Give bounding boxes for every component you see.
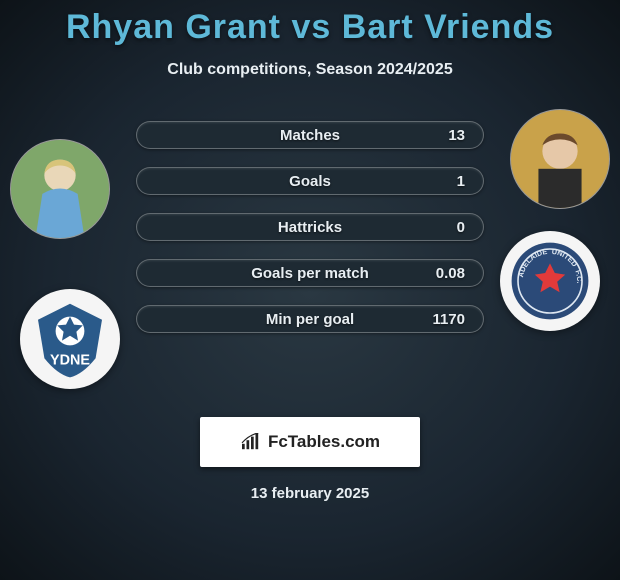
club-left-abbrev: YDNE bbox=[50, 353, 90, 369]
stat-label: Goals per match bbox=[251, 265, 369, 282]
subtitle: Club competitions, Season 2024/2025 bbox=[0, 61, 620, 79]
stat-row: Hattricks 0 bbox=[136, 213, 484, 241]
club-logo-right: ADELAIDE UNITED F.C. bbox=[500, 231, 600, 331]
stat-row: Matches 13 bbox=[136, 121, 484, 149]
player-left-placeholder bbox=[11, 140, 109, 238]
stat-label: Min per goal bbox=[266, 311, 354, 328]
player-photo-left bbox=[10, 139, 110, 239]
stat-row: Goals 1 bbox=[136, 167, 484, 195]
page-title: Rhyan Grant vs Bart Vriends bbox=[0, 0, 620, 47]
branding-box: FcTables.com bbox=[200, 417, 420, 467]
stat-row: Min per goal 1170 bbox=[136, 305, 484, 333]
stat-value: 1 bbox=[457, 173, 465, 190]
stat-label: Goals bbox=[289, 173, 331, 190]
stat-label: Hattricks bbox=[278, 219, 342, 236]
fctables-chart-icon bbox=[240, 433, 262, 451]
club-left-badge: YDNE bbox=[30, 299, 110, 379]
player-right-placeholder bbox=[511, 110, 609, 208]
stat-value: 13 bbox=[448, 127, 465, 144]
branding-text: FcTables.com bbox=[268, 432, 380, 452]
stat-value: 0.08 bbox=[436, 265, 465, 282]
stat-row: Goals per match 0.08 bbox=[136, 259, 484, 287]
date-text: 13 february 2025 bbox=[0, 485, 620, 502]
stat-label: Matches bbox=[280, 127, 340, 144]
stat-value: 0 bbox=[457, 219, 465, 236]
stats-list: Matches 13 Goals 1 Hattricks 0 Goals per… bbox=[136, 121, 484, 351]
club-logo-left: YDNE bbox=[20, 289, 120, 389]
player-photo-right bbox=[510, 109, 610, 209]
stat-value: 1170 bbox=[432, 311, 465, 328]
comparison-area: YDNE ADELAIDE UNITED F.C. Matches 13 Goa… bbox=[0, 117, 620, 377]
club-right-badge: ADELAIDE UNITED F.C. bbox=[510, 241, 590, 321]
